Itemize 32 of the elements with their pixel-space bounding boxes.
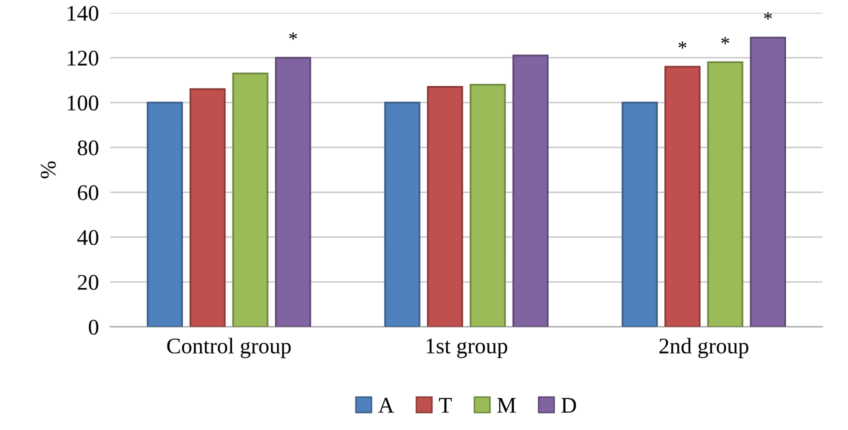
legend-label: A — [378, 398, 394, 413]
bar — [750, 36, 786, 327]
data-label: * — [289, 32, 297, 40]
y-tick-label: 60 — [78, 185, 98, 200]
data-label: * — [721, 37, 730, 44]
bar — [470, 84, 506, 327]
data-label: * — [678, 42, 686, 49]
bar — [664, 66, 701, 327]
y-tick-label: 0 — [88, 320, 98, 335]
legend-label: M — [497, 398, 516, 413]
data-label: * — [764, 12, 772, 20]
bar — [426, 86, 464, 327]
bar — [512, 54, 549, 327]
y-tick-label: 80 — [78, 140, 98, 156]
x-tick-label: Control group — [167, 338, 291, 358]
y-axis-title: % — [40, 161, 56, 178]
y-tick-label: 140 — [68, 6, 98, 21]
x-tick-label: 1st group — [426, 338, 508, 358]
bar — [190, 88, 226, 327]
y-tick-label: 20 — [78, 274, 98, 290]
bar — [384, 102, 420, 327]
bar — [707, 61, 744, 327]
bar — [146, 102, 183, 327]
y-tick-label: 40 — [77, 230, 98, 246]
y-tick-label: 120 — [68, 50, 98, 66]
bar — [232, 72, 268, 327]
bar — [622, 102, 658, 327]
bar — [275, 56, 312, 327]
legend-label: D — [561, 398, 576, 413]
x-tick-label: 2nd group — [659, 338, 748, 358]
legend-label: T — [439, 398, 452, 413]
y-tick-label: 100 — [68, 96, 98, 111]
